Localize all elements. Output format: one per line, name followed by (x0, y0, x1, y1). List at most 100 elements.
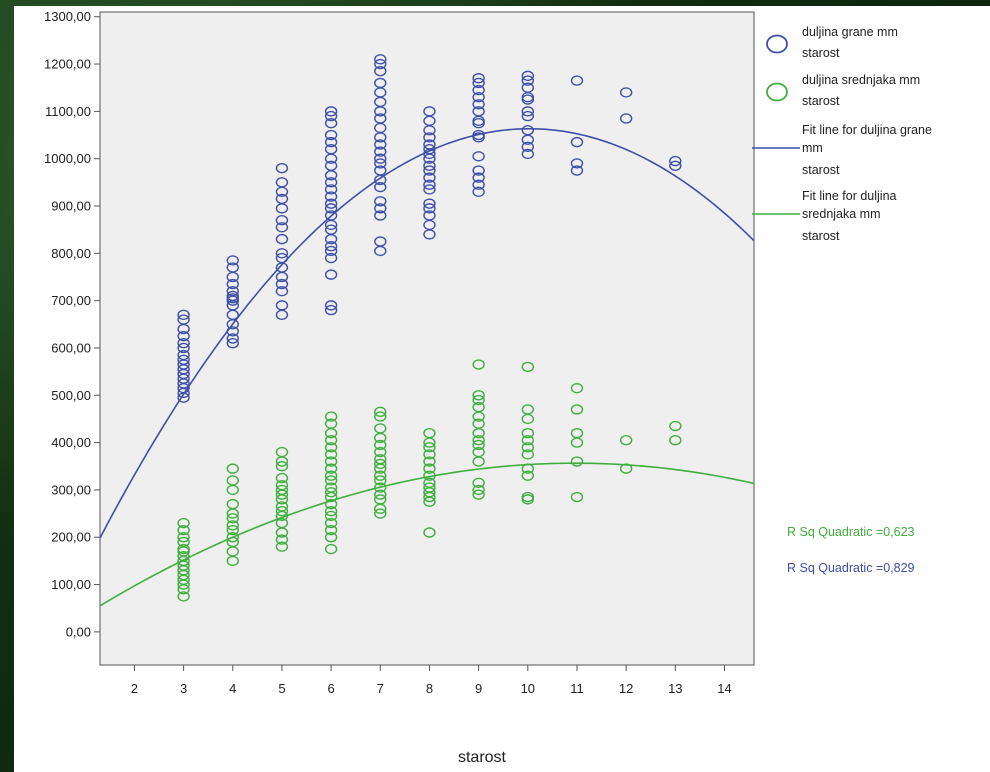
legend-item: Fit line for duljina srednjaka mm starost (752, 189, 897, 243)
y-tick-label: 100,00 (51, 577, 91, 592)
data-point (472, 439, 485, 451)
data-point (423, 527, 436, 538)
y-tick-label: 1100,00 (45, 104, 91, 119)
data-point (324, 117, 338, 129)
data-point (324, 506, 338, 517)
data-point (275, 248, 289, 259)
data-point (472, 489, 485, 500)
data-point (374, 482, 387, 493)
data-point (423, 172, 436, 183)
y-tick-label: 500,00 (51, 388, 91, 403)
data-point (177, 536, 190, 548)
series-srednjaka (177, 359, 682, 602)
x-tick-label: 3 (180, 681, 187, 696)
legend-label: srednjaka mm (802, 207, 881, 221)
data-point (324, 456, 338, 467)
data-point (423, 427, 436, 439)
data-point (521, 404, 535, 415)
y-tick-label: 800,00 (51, 246, 91, 261)
data-point (324, 144, 338, 155)
data-point (570, 427, 584, 439)
data-point (521, 148, 535, 160)
data-point (275, 506, 289, 517)
data-point (423, 165, 436, 176)
data-point (275, 215, 289, 226)
data-point (472, 186, 485, 198)
data-point (275, 222, 289, 233)
data-point (521, 491, 535, 503)
data-point (521, 435, 535, 446)
data-point (374, 406, 387, 418)
data-point (226, 524, 239, 536)
x-tick-label: 5 (278, 681, 285, 696)
data-point (324, 110, 338, 122)
fit-lines (100, 127, 754, 607)
x-tick-label: 7 (377, 681, 384, 696)
data-point (226, 262, 239, 273)
data-point (324, 203, 338, 214)
legend-marker (766, 34, 788, 54)
x-tick-label: 6 (327, 681, 334, 696)
r-squared-label: R Sq Quadratic =0,623 (787, 525, 915, 539)
data-point (324, 241, 338, 252)
data-point (669, 155, 682, 167)
data-point (275, 278, 289, 290)
data-point (324, 418, 338, 429)
data-point (374, 196, 387, 207)
data-point (472, 99, 485, 110)
x-tick-label: 9 (475, 681, 482, 696)
data-point (472, 359, 485, 370)
data-point (324, 129, 338, 141)
data-point (177, 338, 190, 349)
data-point (226, 338, 239, 349)
data-point (275, 233, 289, 245)
data-point (324, 269, 338, 280)
legend-label: Fit line for duljina grane (802, 123, 932, 137)
x-tick-label: 11 (570, 681, 584, 696)
data-point (423, 106, 436, 117)
data-point (472, 165, 485, 176)
data-point (374, 210, 387, 221)
data-point (619, 87, 633, 98)
x-axis: 2 3 4 5 6 7 8 9 10 11 12 13 14 (131, 665, 732, 696)
data-point (374, 58, 387, 70)
data-point (177, 591, 190, 602)
data-point (570, 404, 584, 415)
data-point (226, 475, 239, 486)
series-grane (177, 54, 682, 403)
data-point (374, 236, 387, 247)
data-point (324, 304, 338, 316)
data-point (275, 300, 289, 311)
data-point (374, 446, 387, 458)
data-point (177, 524, 190, 536)
data-point (374, 453, 387, 465)
data-point (324, 498, 338, 510)
x-tick-label: 13 (668, 681, 682, 696)
data-point (374, 494, 387, 505)
y-tick-label: 200,00 (51, 530, 91, 545)
data-point (177, 309, 190, 321)
data-point (472, 484, 485, 496)
data-point (275, 479, 289, 491)
x-tick-label: 10 (521, 681, 535, 696)
data-point (374, 158, 387, 169)
data-point (324, 191, 338, 202)
data-point (472, 106, 485, 117)
data-point (472, 446, 485, 458)
legend-label: starost (802, 163, 840, 177)
data-point (423, 463, 436, 474)
data-point (324, 475, 338, 486)
data-point (374, 77, 387, 89)
data-point (423, 198, 436, 209)
data-point (177, 314, 190, 325)
data-point (374, 65, 387, 77)
data-point (324, 517, 338, 529)
data-point (226, 520, 239, 531)
data-point (275, 446, 289, 458)
data-point (374, 423, 387, 434)
data-point (521, 141, 535, 153)
data-point (275, 484, 289, 496)
data-point (324, 463, 338, 474)
data-point (275, 472, 289, 484)
data-point (521, 442, 535, 453)
